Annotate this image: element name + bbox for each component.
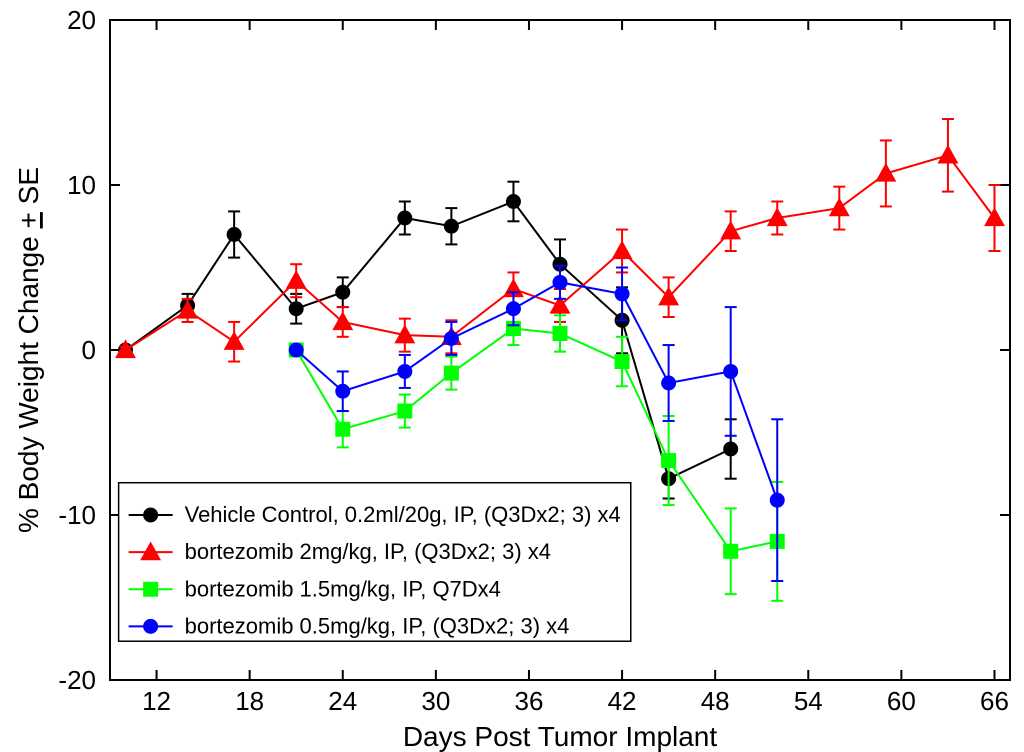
x-tick-label: 60 — [887, 686, 916, 716]
legend: Vehicle Control, 0.2ml/20g, IP, (Q3Dx2; … — [119, 483, 631, 641]
chart-svg: 12 18 24 30 36 42 48 54 60 66 -20 -10 0 10 20 Days Post… — [0, 0, 1024, 752]
y-tick-label: -10 — [58, 500, 96, 530]
body-weight-change-chart: 12 18 24 30 36 42 48 54 60 66 -20 -10 0 10 20 Days Post… — [0, 0, 1024, 752]
x-tick-label: 30 — [421, 686, 450, 716]
x-tick-label: 18 — [235, 686, 264, 716]
y-tick-label: 0 — [82, 335, 96, 365]
x-tick-label: 24 — [328, 686, 357, 716]
legend-label-bort2: bortezomib 2mg/kg, IP, (Q3Dx2; 3) x4 — [185, 539, 551, 564]
x-tick-label: 66 — [980, 686, 1009, 716]
x-tick-label: 36 — [515, 686, 544, 716]
y-axis-label: % Body Weight Change + SE — [13, 167, 44, 533]
x-tick-label: 54 — [794, 686, 823, 716]
y-tick-label: 10 — [67, 170, 96, 200]
y-tick-label: 20 — [67, 5, 96, 35]
x-tick-label: 42 — [608, 686, 637, 716]
x-tick-label: 48 — [701, 686, 730, 716]
legend-label-bort15: bortezomib 1.5mg/kg, IP, Q7Dx4 — [185, 576, 501, 601]
x-tick-label: 12 — [142, 686, 171, 716]
x-axis-label: Days Post Tumor Implant — [403, 721, 718, 752]
legend-label-bort05: bortezomib 0.5mg/kg, IP, (Q3Dx2; 3) x4 — [185, 613, 570, 638]
legend-label-vehicle: Vehicle Control, 0.2ml/20g, IP, (Q3Dx2; … — [185, 502, 621, 527]
y-tick-label: -20 — [58, 665, 96, 695]
